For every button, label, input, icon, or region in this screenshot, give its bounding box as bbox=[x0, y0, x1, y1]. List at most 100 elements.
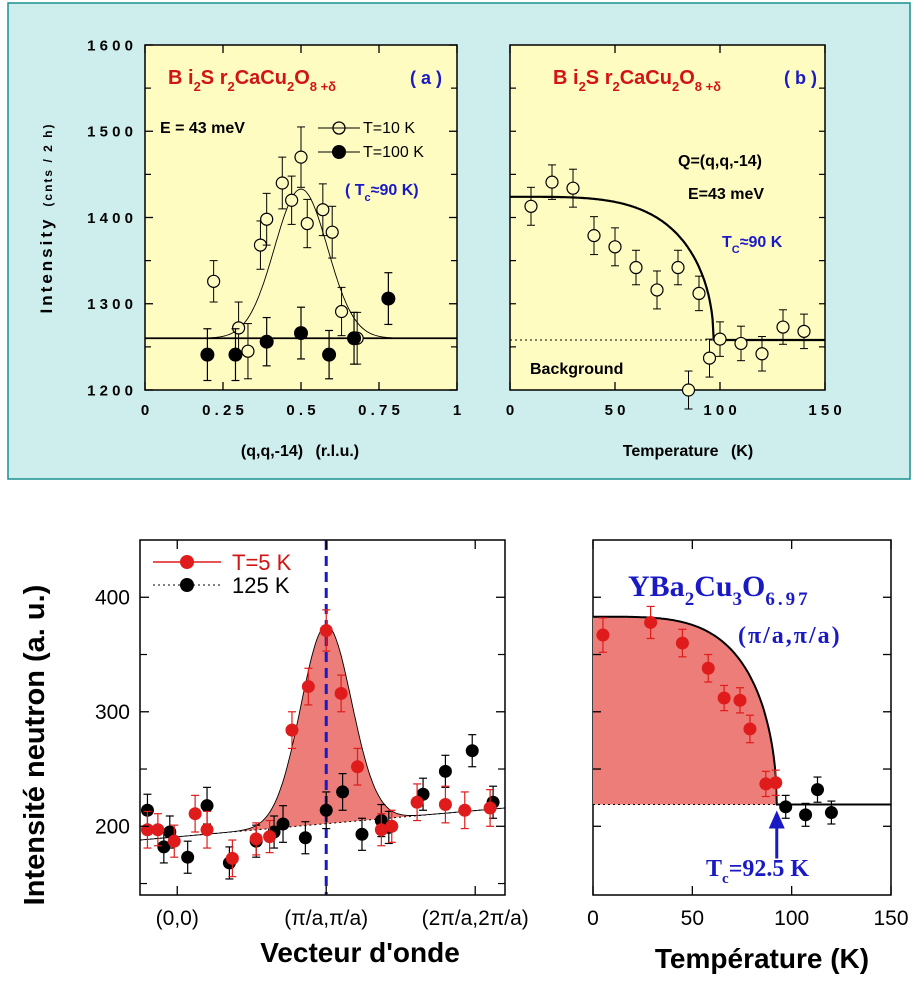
legend-marker-10k bbox=[332, 121, 346, 135]
x-tick-label: 0 . 2 5 bbox=[202, 402, 244, 419]
x-tick-label: 1 5 0 bbox=[808, 402, 841, 419]
data-point bbox=[692, 286, 706, 300]
shared-ylabel: Intensité neutron (a. u.) bbox=[19, 585, 51, 906]
data-point-10k bbox=[316, 203, 330, 217]
data-point-5k bbox=[483, 801, 497, 815]
data-point-100k bbox=[347, 331, 362, 346]
data-point-100k bbox=[200, 347, 215, 362]
data-point-125k bbox=[355, 827, 369, 841]
data-point-125k bbox=[298, 831, 312, 845]
data-point-normal bbox=[779, 800, 793, 814]
data-point-5k bbox=[334, 686, 348, 700]
legend-marker-125k bbox=[180, 578, 194, 592]
x-tick-label: 0 bbox=[587, 907, 599, 930]
data-point bbox=[566, 181, 580, 195]
panel-a-legend: T=10 K T=100 K bbox=[318, 120, 424, 161]
data-point-5k bbox=[319, 623, 333, 637]
legend-marker-100k bbox=[332, 145, 346, 159]
data-point-10k bbox=[294, 150, 308, 164]
data-point-5k bbox=[167, 834, 181, 848]
x-tick-label: 1 bbox=[453, 402, 461, 419]
data-point-10k bbox=[260, 212, 274, 226]
data-point-sc bbox=[743, 722, 757, 736]
data-point-sc bbox=[701, 661, 715, 675]
y-tick-label: 1 6 0 0 bbox=[87, 37, 133, 54]
panel-d-xlabel: Température (K) bbox=[655, 943, 869, 974]
data-point-125k bbox=[140, 803, 154, 817]
panel-c-legend: T=5 K 125 K bbox=[153, 550, 292, 598]
data-point-125k bbox=[276, 817, 290, 831]
panel-a-formula: B i2S r2CaCu2O8 +δ bbox=[168, 67, 336, 94]
panel-b-q: Q=(q,q,-14) bbox=[678, 153, 762, 170]
data-point-5k bbox=[374, 823, 388, 837]
data-point-5k bbox=[351, 760, 365, 774]
data-point-125k bbox=[336, 785, 350, 799]
y-tick-label: 1 2 0 0 bbox=[87, 382, 133, 399]
data-point-sc bbox=[717, 691, 731, 705]
data-point-125k bbox=[200, 799, 214, 813]
data-point bbox=[650, 283, 664, 297]
legend-marker-5k bbox=[180, 555, 194, 569]
data-point-sc bbox=[733, 693, 747, 707]
panel-a-xlabel: (q,q,-14) (r.l.u.) bbox=[241, 443, 359, 460]
panel-a-data bbox=[145, 126, 457, 382]
data-point-5k bbox=[458, 803, 472, 817]
x-tick-label: (2π/a,2π/a) bbox=[422, 907, 529, 930]
x-tick-label: 150 bbox=[873, 907, 908, 930]
x-tick-label: 50 bbox=[681, 907, 704, 930]
data-point-10k bbox=[285, 193, 299, 207]
data-point bbox=[776, 320, 790, 334]
data-point-10k bbox=[300, 216, 314, 231]
panel-c-data bbox=[139, 540, 506, 895]
data-point-125k bbox=[157, 840, 171, 854]
data-point-normal bbox=[810, 783, 824, 797]
data-point-10k bbox=[325, 225, 339, 239]
panel-b-xlabel: Temperature (K) bbox=[623, 443, 753, 460]
panel-d-formula: YBa2Cu3O6.97 bbox=[628, 570, 811, 610]
data-point-10k bbox=[241, 344, 255, 358]
x-tick-label: 1 0 0 bbox=[703, 402, 736, 419]
data-point bbox=[713, 332, 727, 346]
data-point-5k bbox=[263, 830, 277, 844]
data-point bbox=[797, 324, 811, 338]
panel-b-ticks: 0 5 0 1 0 0 1 5 0 bbox=[506, 45, 842, 419]
data-point-10k bbox=[275, 176, 289, 190]
x-tick-label: 0 bbox=[141, 402, 149, 419]
x-tick-label: 5 0 bbox=[605, 402, 626, 419]
order-parameter-fit-curve bbox=[593, 615, 891, 806]
data-point bbox=[702, 351, 717, 365]
data-point-5k bbox=[410, 795, 424, 809]
legend-label-5k: T=5 K bbox=[232, 550, 292, 575]
y-tick-label: 1 5 0 0 bbox=[87, 124, 133, 141]
data-point bbox=[671, 260, 685, 275]
data-point-125k bbox=[319, 803, 333, 817]
background-dotted-line bbox=[139, 807, 506, 841]
data-point-125k bbox=[438, 764, 452, 778]
order-parameter-fit-curve bbox=[510, 195, 825, 342]
data-point bbox=[629, 260, 643, 275]
panel-b-plot-area bbox=[509, 44, 826, 391]
data-point-sc bbox=[644, 615, 658, 629]
panel-d-tc: Tc=92.5 K bbox=[706, 856, 809, 887]
data-point bbox=[734, 336, 748, 351]
data-point-5k bbox=[225, 851, 239, 865]
panel-b-energy: E=43 meV bbox=[688, 186, 764, 203]
data-point-5k bbox=[249, 832, 263, 846]
data-point-5k bbox=[151, 823, 165, 837]
data-point-100k bbox=[322, 347, 337, 362]
panel-c-xlabel: Vecteur d'onde bbox=[260, 937, 460, 968]
data-point bbox=[587, 229, 601, 243]
data-point-100k bbox=[228, 347, 243, 362]
x-tick-label: 100 bbox=[774, 907, 809, 930]
data-point-5k bbox=[438, 798, 452, 812]
data-point bbox=[755, 347, 769, 361]
data-point bbox=[681, 383, 696, 397]
order-parameter-shaded-area bbox=[593, 616, 777, 805]
x-tick-label: (0,0) bbox=[156, 907, 199, 930]
legend-label-10k: T=10 K bbox=[363, 120, 415, 137]
data-point bbox=[524, 199, 538, 213]
tc-arrow-head bbox=[768, 810, 785, 829]
data-point-10k bbox=[232, 321, 246, 335]
y-tick-label: 1 4 0 0 bbox=[87, 210, 133, 227]
